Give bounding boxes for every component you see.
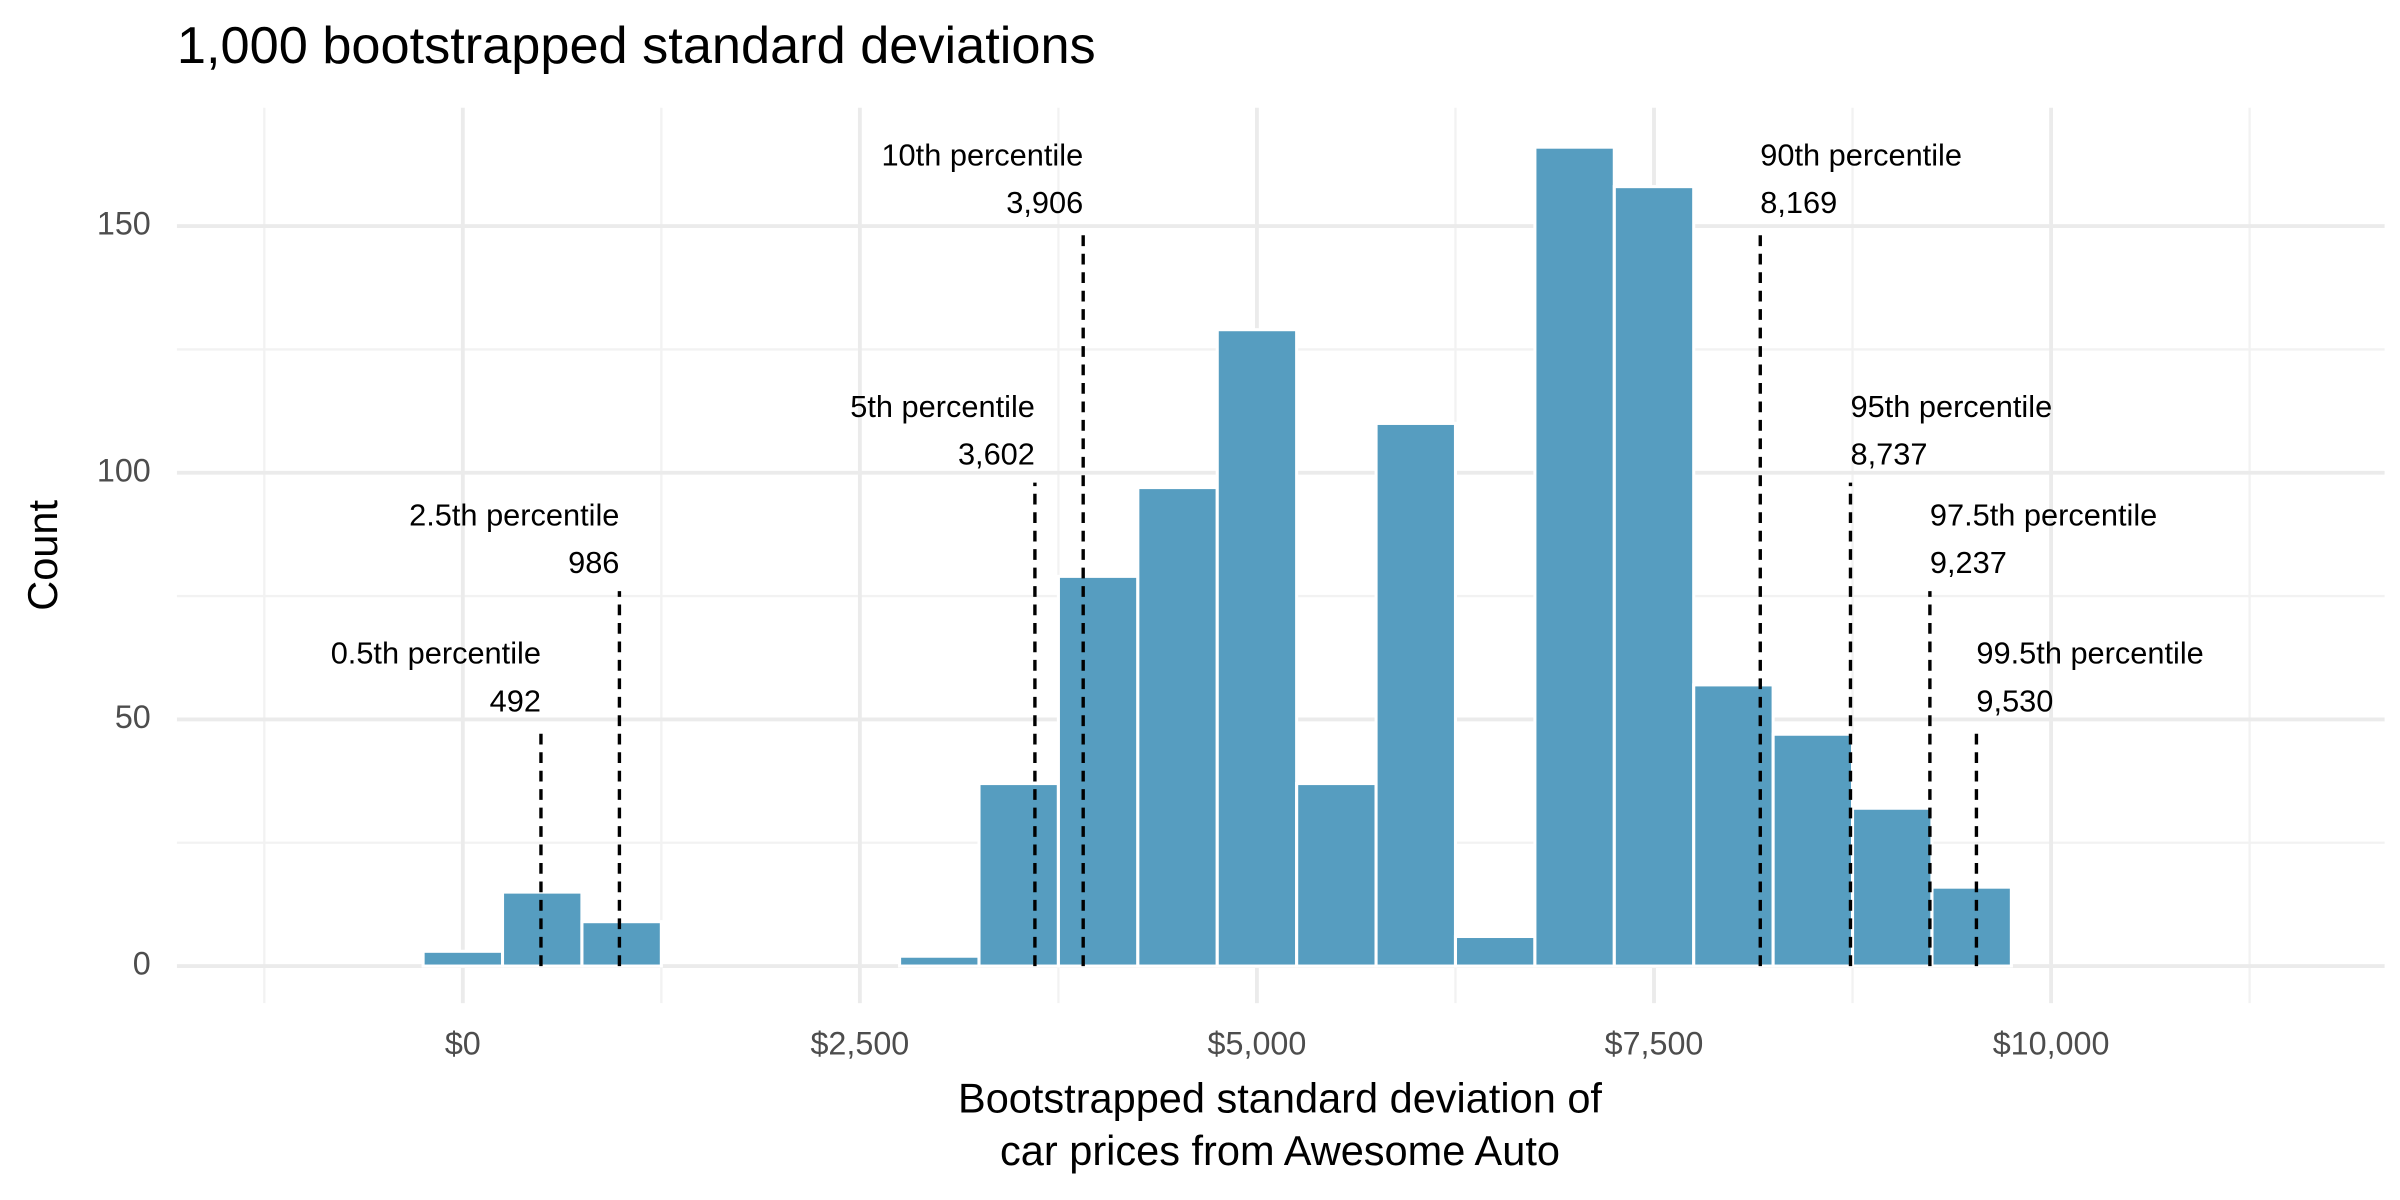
y-tick-label: 100 [97, 452, 151, 488]
percentile-value: 8,169 [1760, 185, 1837, 220]
percentile-value: 9,237 [1930, 545, 2007, 580]
x-tick-label: $10,000 [1993, 1026, 2110, 1062]
bar [977, 782, 1060, 968]
bar [1453, 934, 1537, 968]
bar [421, 949, 505, 968]
bar [1930, 885, 2013, 968]
y-tick-label: 150 [97, 206, 151, 242]
y-tick-label: 0 [133, 946, 151, 982]
x-axis-label: Bootstrapped standard deviation of [958, 1075, 1602, 1122]
bar [1215, 328, 1299, 968]
bar [1612, 185, 1696, 968]
percentile-value: 8,737 [1850, 437, 1927, 472]
ticks: $0 $2,500 $5,000 $7,500 $10,000 0 50 100 150 [97, 206, 2110, 1062]
bar [1771, 732, 1855, 968]
percentile-name: 97.5th percentile [1930, 497, 2157, 532]
bar [1056, 574, 1140, 968]
x-tick-label: $0 [445, 1026, 481, 1062]
bars [421, 145, 2013, 968]
chart-title: 1,000 bootstrapped standard deviations [177, 17, 1096, 75]
percentile-value: 986 [568, 545, 619, 580]
bar [1136, 486, 1219, 968]
x-tick-label: $2,500 [810, 1026, 909, 1062]
annotations: 0.5th percentile 492 2.5th percentile 986 5t… [331, 137, 2204, 967]
percentile-name: 10th percentile [881, 137, 1083, 172]
y-axis-label: Count [19, 500, 66, 611]
bar [1533, 145, 1616, 968]
x-axis-label: car prices from Awesome Auto [1000, 1127, 1560, 1174]
percentile-value: 3,602 [958, 437, 1035, 472]
bar [1851, 806, 1934, 968]
percentile-value: 492 [490, 683, 541, 718]
bar [1295, 782, 1378, 968]
percentile-name: 99.5th percentile [1976, 636, 2203, 671]
bar [898, 954, 981, 968]
percentile-name: 0.5th percentile [331, 636, 541, 671]
x-tick-label: $7,500 [1605, 1026, 1704, 1062]
percentile-name: 2.5th percentile [409, 497, 619, 532]
percentile-name: 95th percentile [1850, 389, 2052, 424]
bar [1374, 421, 1458, 968]
x-tick-label: $5,000 [1208, 1026, 1307, 1062]
y-tick-label: 50 [115, 699, 151, 735]
percentile-value: 9,530 [1976, 683, 2053, 718]
percentile-name: 90th percentile [1760, 137, 1962, 172]
bar [580, 920, 663, 968]
percentile-name: 5th percentile [850, 389, 1035, 424]
percentile-value: 3,906 [1006, 185, 1083, 220]
